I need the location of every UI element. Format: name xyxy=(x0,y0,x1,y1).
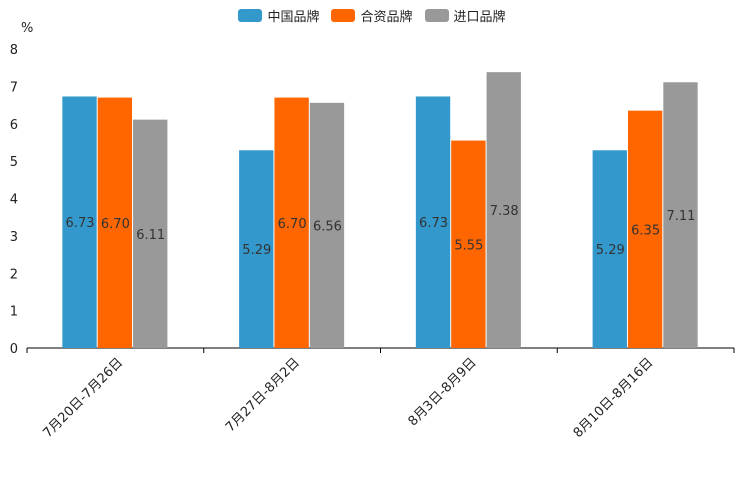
bar[interactable] xyxy=(451,140,486,348)
legend-label-import-brand: 进口品牌 xyxy=(453,10,506,25)
legend-label-joint-venture-brand: 合资品牌 xyxy=(360,10,413,25)
y-tick-label: 1 xyxy=(10,305,18,320)
bar[interactable] xyxy=(627,110,663,348)
legend-item-import-brand[interactable]: 进口品牌 xyxy=(424,6,506,25)
y-tick-label: 8 xyxy=(10,43,18,58)
bar-value-label: 6.73 xyxy=(419,216,448,231)
bar[interactable] xyxy=(274,97,309,349)
y-tick-label: 0 xyxy=(10,342,18,357)
y-tick-label: 5 xyxy=(10,155,18,170)
legend-label-china-brand: 中国品牌 xyxy=(267,10,320,25)
bar[interactable] xyxy=(62,96,97,348)
legend-swatch-china-brand xyxy=(238,9,263,22)
legend-swatch-joint-venture-brand xyxy=(331,9,356,22)
legend-swatch-import-brand xyxy=(424,9,449,22)
bar[interactable] xyxy=(663,82,698,349)
bar-value-label: 7.38 xyxy=(490,204,519,219)
y-tick-label: 4 xyxy=(10,193,18,208)
x-tick-label: 7月20日-7月26日 xyxy=(40,355,126,441)
bar[interactable] xyxy=(309,102,345,348)
x-tick-label: 7月27日-8月2日 xyxy=(223,355,303,435)
bar-value-label: 5.29 xyxy=(242,243,271,258)
bar[interactable] xyxy=(133,119,168,348)
x-tick-label: 8月10日-8月16日 xyxy=(571,355,657,441)
y-tick-label: 7 xyxy=(10,80,18,95)
bar-value-label: 6.35 xyxy=(631,223,660,238)
bar-value-label: 7.11 xyxy=(666,209,695,224)
y-tick-label: 2 xyxy=(10,267,18,282)
y-tick-label: 6 xyxy=(10,118,18,133)
bar-value-label: 6.73 xyxy=(66,216,95,231)
bar-value-label: 6.70 xyxy=(101,217,130,232)
y-tick-label: 3 xyxy=(10,230,18,245)
bar[interactable] xyxy=(97,97,133,349)
bar[interactable] xyxy=(486,72,521,349)
bar-value-label: 6.70 xyxy=(278,217,307,232)
bar-value-label: 5.29 xyxy=(596,243,625,258)
legend-item-china-brand[interactable]: 中国品牌 xyxy=(238,6,319,25)
bar[interactable] xyxy=(592,150,627,348)
bar[interactable] xyxy=(239,150,274,348)
x-tick-label: 8月3日-8月9日 xyxy=(406,355,480,429)
legend-item-joint-venture-brand[interactable]: 合资品牌 xyxy=(331,6,413,25)
chart-legend: 中国品牌 合资品牌 进口品牌 xyxy=(0,6,744,25)
bar[interactable] xyxy=(415,96,451,348)
bar-value-label: 5.55 xyxy=(454,238,483,253)
bar-value-label: 6.11 xyxy=(136,228,165,243)
y-axis-unit-label: % xyxy=(21,21,34,36)
bar-value-label: 6.56 xyxy=(313,219,342,234)
